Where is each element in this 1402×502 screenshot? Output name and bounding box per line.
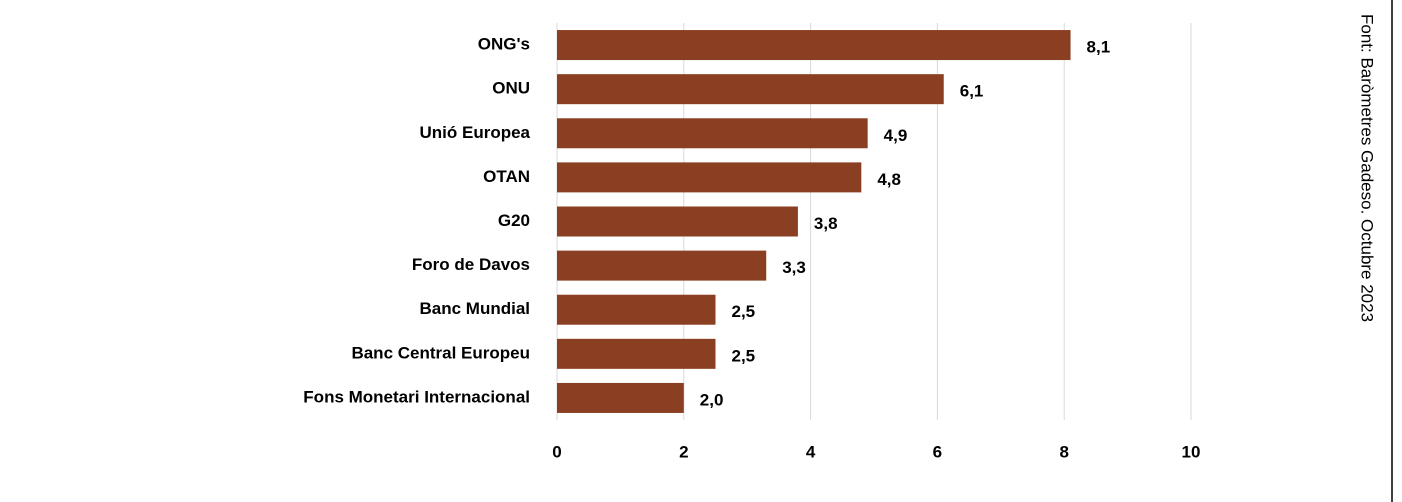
data-label: 3,8 [814, 214, 838, 233]
bar [557, 74, 944, 105]
x-tick-label: 2 [679, 442, 688, 461]
data-label: 8,1 [1087, 38, 1111, 57]
data-label: 2,5 [732, 302, 756, 321]
data-label: 3,3 [782, 258, 806, 277]
y-tick-label: Banc Mundial [419, 299, 530, 318]
y-tick-label: ONG's [478, 35, 530, 54]
source: Font: Baròmetres Gadeso. Octubre 2023 [1358, 14, 1377, 322]
y-tick-label: Fons Monetari Internacional [303, 387, 530, 406]
bar [557, 30, 1071, 61]
y-tick-label: ONU [492, 79, 530, 98]
data-label: 2,5 [732, 346, 756, 365]
bar [557, 118, 868, 149]
y-tick-label: OTAN [483, 167, 530, 186]
y-tick-label: Unió Europea [419, 123, 530, 142]
x-tick-label: 0 [552, 442, 561, 461]
x-tick-label: 6 [933, 442, 942, 461]
data-label: 6,1 [960, 82, 984, 101]
y-tick-label: G20 [498, 211, 530, 230]
bar [557, 338, 716, 369]
data-label: 4,8 [877, 170, 901, 189]
data-label: 4,9 [884, 126, 908, 145]
bar [557, 206, 798, 237]
x-tick-label: 8 [1059, 442, 1068, 461]
x-tick-label: 10 [1182, 442, 1201, 461]
x-tick-label: 4 [806, 442, 816, 461]
bar [557, 162, 862, 193]
y-tick-label: Banc Central Europeu [351, 343, 530, 362]
bar [557, 250, 767, 281]
y-tick-label: Foro de Davos [412, 255, 530, 274]
bar [557, 382, 684, 413]
bar [557, 294, 716, 325]
data-label: 2,0 [700, 390, 724, 409]
